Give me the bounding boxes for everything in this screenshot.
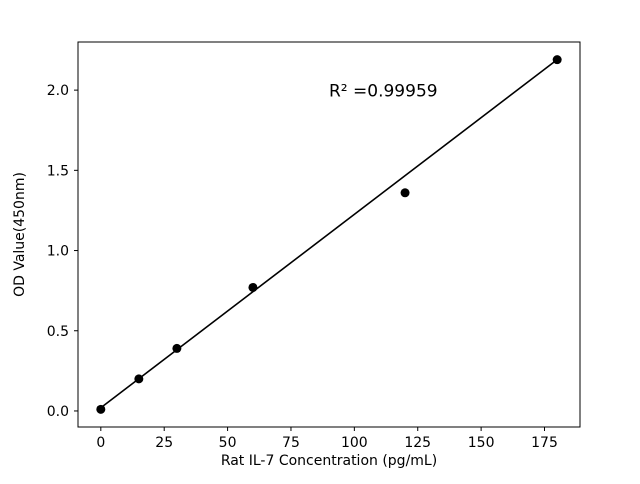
y-tick-label: 2.0: [47, 83, 69, 99]
plot-border: [77, 41, 581, 428]
data-point: [552, 55, 562, 65]
y-tick-label: 0.5: [47, 324, 69, 340]
y-tick-label: 1.5: [47, 163, 69, 179]
x-tick-label: 125: [404, 435, 431, 451]
data-point: [400, 188, 410, 198]
y-tick-label: 1.0: [47, 244, 69, 260]
x-tick-label: 100: [341, 435, 368, 451]
x-axis-label: Rat IL-7 Concentration (pg/mL): [221, 453, 437, 469]
x-tick-label: 50: [219, 435, 237, 451]
y-axis-label: OD Value(450nm): [12, 172, 28, 297]
x-tick-label: 75: [282, 435, 300, 451]
y-tick-label: 0.0: [47, 404, 69, 420]
data-point: [96, 404, 106, 414]
x-tick-label: 0: [96, 435, 105, 451]
data-point: [248, 282, 258, 292]
data-point: [172, 343, 182, 353]
x-tick-label: 25: [155, 435, 173, 451]
x-tick-label: 175: [531, 435, 558, 451]
r-squared-annotation: R² =0.99959: [329, 82, 438, 102]
data-point: [134, 374, 144, 384]
x-tick-label: 150: [468, 435, 495, 451]
